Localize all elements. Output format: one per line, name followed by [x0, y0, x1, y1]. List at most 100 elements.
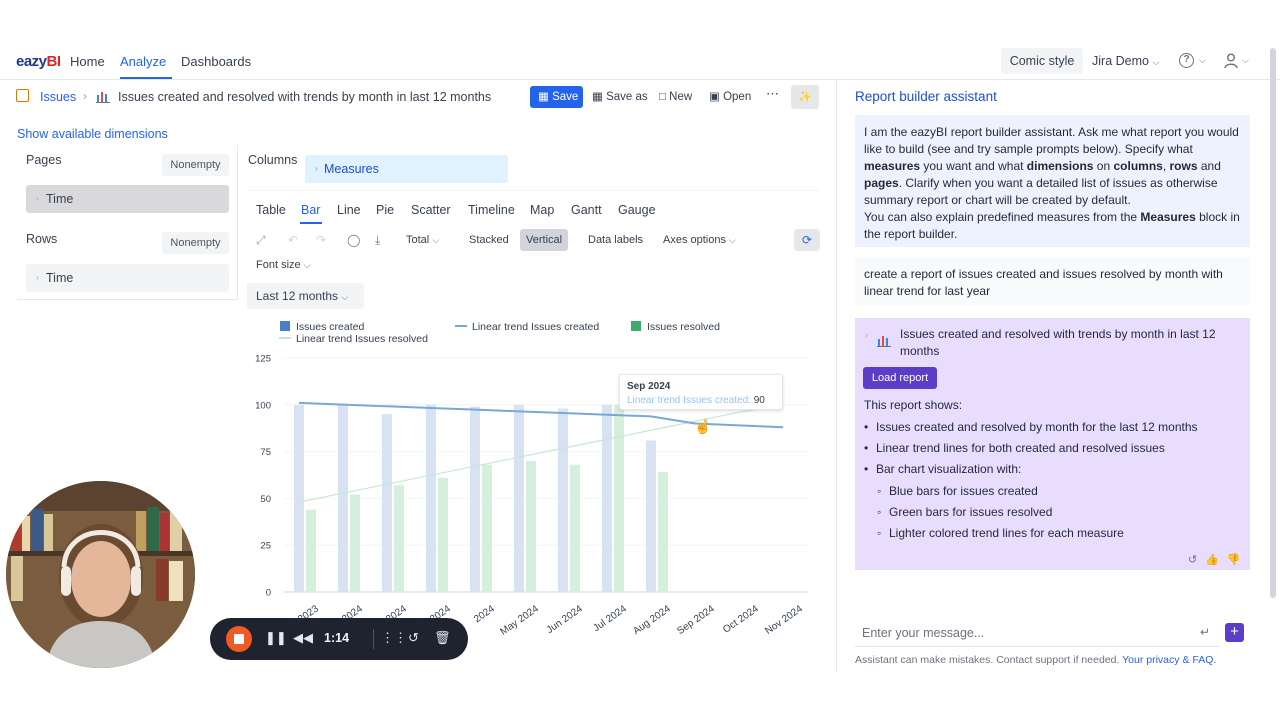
bar-issues-resolved[interactable]: [658, 472, 668, 592]
data-labels-button[interactable]: Data labels: [588, 234, 644, 246]
rewind-icon[interactable]: ◀◀: [293, 630, 313, 645]
rows-nonempty-button[interactable]: Nonempty: [162, 232, 229, 254]
divider: [248, 190, 820, 191]
bar-issues-resolved[interactable]: [482, 464, 492, 592]
bar-issues-created[interactable]: [338, 404, 348, 592]
new-button[interactable]: □ New: [659, 86, 692, 108]
account-selector[interactable]: Jira Demo ⌵: [1092, 54, 1159, 68]
bar-issues-resolved[interactable]: [614, 404, 624, 592]
message-input[interactable]: [855, 622, 1219, 644]
columns-label: Columns: [248, 153, 298, 167]
chart-type-bar[interactable]: Bar: [301, 203, 321, 217]
bar-issues-resolved[interactable]: [306, 509, 316, 592]
help-icon[interactable]: ?: [1179, 53, 1194, 68]
bar-issues-created[interactable]: [470, 406, 480, 592]
retry-icon[interactable]: ↺: [1188, 554, 1206, 566]
user-icon[interactable]: [1224, 53, 1238, 69]
redo-icon[interactable]: ↷: [316, 233, 327, 247]
stop-recording-icon[interactable]: [226, 626, 252, 652]
bar-issues-created[interactable]: [602, 404, 612, 592]
open-button[interactable]: ▣ Open: [709, 86, 751, 108]
thumbs-down-icon[interactable]: 👎: [1226, 554, 1249, 566]
ai-assistant-toggle-icon[interactable]: ✨: [791, 85, 819, 109]
chart-type-gantt[interactable]: Gantt: [571, 203, 602, 217]
grid-icon[interactable]: ⋮⋮: [381, 630, 407, 645]
bar-issues-resolved[interactable]: [350, 494, 360, 592]
comment-icon[interactable]: ◯: [347, 233, 361, 247]
bar-issues-resolved[interactable]: [526, 460, 536, 592]
chevron-right-icon[interactable]: ›: [865, 330, 868, 340]
bar-issues-created[interactable]: [514, 404, 524, 592]
period-selector[interactable]: Last 12 months ⌵: [247, 283, 364, 309]
report-title[interactable]: Issues created and resolved with trends …: [118, 90, 492, 104]
refresh-icon[interactable]: ⟳: [794, 229, 820, 251]
breadcrumb-issues[interactable]: Issues: [40, 90, 77, 104]
legend-issues-created[interactable]: Issues created: [280, 321, 364, 333]
total-dropdown[interactable]: Total ⌵: [406, 229, 439, 251]
show-available-dimensions-link[interactable]: Show available dimensions: [17, 127, 168, 141]
comic-style-button[interactable]: Comic style: [1001, 48, 1083, 74]
restart-icon[interactable]: ↺: [408, 630, 419, 645]
bar-chart-icon: [877, 336, 891, 347]
period-label: Last 12 months: [256, 289, 339, 303]
bar-issues-resolved[interactable]: [394, 485, 404, 592]
bar-issues-created[interactable]: [558, 408, 568, 592]
x-tick-label: 2024: [472, 603, 497, 625]
thumbs-up-icon[interactable]: 👍: [1205, 554, 1227, 566]
more-icon[interactable]: ⋯: [766, 86, 780, 101]
chart-type-gauge[interactable]: Gauge: [618, 203, 656, 217]
legend-trend-resolved[interactable]: Linear trend Issues resolved: [279, 333, 428, 345]
rows-time-dimension[interactable]: › Time: [26, 264, 229, 292]
legend-trend-created[interactable]: Linear trend Issues created: [455, 321, 599, 333]
undo-icon[interactable]: ↶: [288, 233, 299, 247]
save-as-button[interactable]: ▦ Save as: [592, 86, 648, 108]
axes-options-label: Axes options: [663, 234, 726, 246]
bar-issues-resolved[interactable]: [438, 477, 448, 592]
emphasis-text: rows: [1169, 159, 1198, 173]
bar-issues-created[interactable]: [294, 404, 304, 592]
nav-dashboards[interactable]: Dashboards: [181, 54, 252, 69]
chart-type-table[interactable]: Table: [256, 203, 286, 217]
legend-issues-resolved[interactable]: Issues resolved: [631, 321, 720, 333]
chart-options-bar: ⤢ ↶ ↷ ◯ ⤓ Total ⌵ Stacked Vertical Data …: [247, 229, 820, 251]
stacked-button[interactable]: Stacked: [469, 234, 509, 246]
save-button[interactable]: ▦ Save: [530, 86, 583, 108]
axes-options-dropdown[interactable]: Axes options ⌵: [663, 229, 736, 251]
bar-issues-created[interactable]: [646, 440, 656, 592]
chart-type-pie[interactable]: Pie: [376, 203, 395, 217]
legend-label: Linear trend Issues resolved: [296, 333, 428, 345]
pages-time-dimension[interactable]: › Time: [26, 185, 229, 213]
chart-type-scatter[interactable]: Scatter: [411, 203, 451, 217]
pages-nonempty-button[interactable]: Nonempty: [162, 154, 229, 176]
pause-icon[interactable]: ❚❚: [265, 630, 287, 645]
assistant-title: Report builder assistant: [855, 89, 997, 104]
chevron-down-icon[interactable]: ⌵: [1199, 55, 1206, 65]
pages-label: Pages: [26, 153, 62, 167]
vertical-button[interactable]: Vertical: [520, 229, 569, 251]
user-message: create a report of issues created and is…: [855, 257, 1250, 305]
top-navigation: eazyBI Home Analyze Dashboards Comic sty…: [0, 42, 1280, 80]
bar-issues-resolved[interactable]: [570, 464, 580, 592]
chart-type-line[interactable]: Line: [337, 203, 361, 217]
bar-issues-created[interactable]: [382, 414, 392, 592]
layout-panel: [17, 145, 238, 300]
columns-measures-dimension[interactable]: › Measures: [305, 155, 508, 183]
bar-issues-created[interactable]: [426, 404, 436, 592]
chart-type-map[interactable]: Map: [530, 203, 555, 217]
load-report-button[interactable]: Load report: [863, 367, 937, 389]
chevron-down-icon[interactable]: ⌵: [1242, 55, 1249, 65]
scrollbar[interactable]: [1270, 48, 1276, 598]
privacy-faq-link[interactable]: Your privacy & FAQ.: [1122, 654, 1217, 666]
nav-home[interactable]: Home: [70, 54, 105, 69]
response-report-title: Issues created and resolved with trends …: [900, 327, 1216, 358]
chart-type-timeline[interactable]: Timeline: [468, 203, 515, 217]
enter-icon[interactable]: ↵: [1200, 625, 1211, 639]
trash-icon[interactable]: 🗑: [434, 630, 451, 645]
add-button[interactable]: +: [1225, 623, 1244, 642]
expand-icon[interactable]: ⤢: [256, 233, 266, 247]
nav-analyze[interactable]: Analyze: [120, 54, 167, 69]
font-size-dropdown[interactable]: Font size ⌵: [256, 259, 311, 271]
download-icon[interactable]: ⤓: [375, 233, 381, 247]
x-tick-label: Nov 2024: [763, 603, 805, 637]
eazybi-logo[interactable]: eazyBI: [16, 53, 61, 70]
